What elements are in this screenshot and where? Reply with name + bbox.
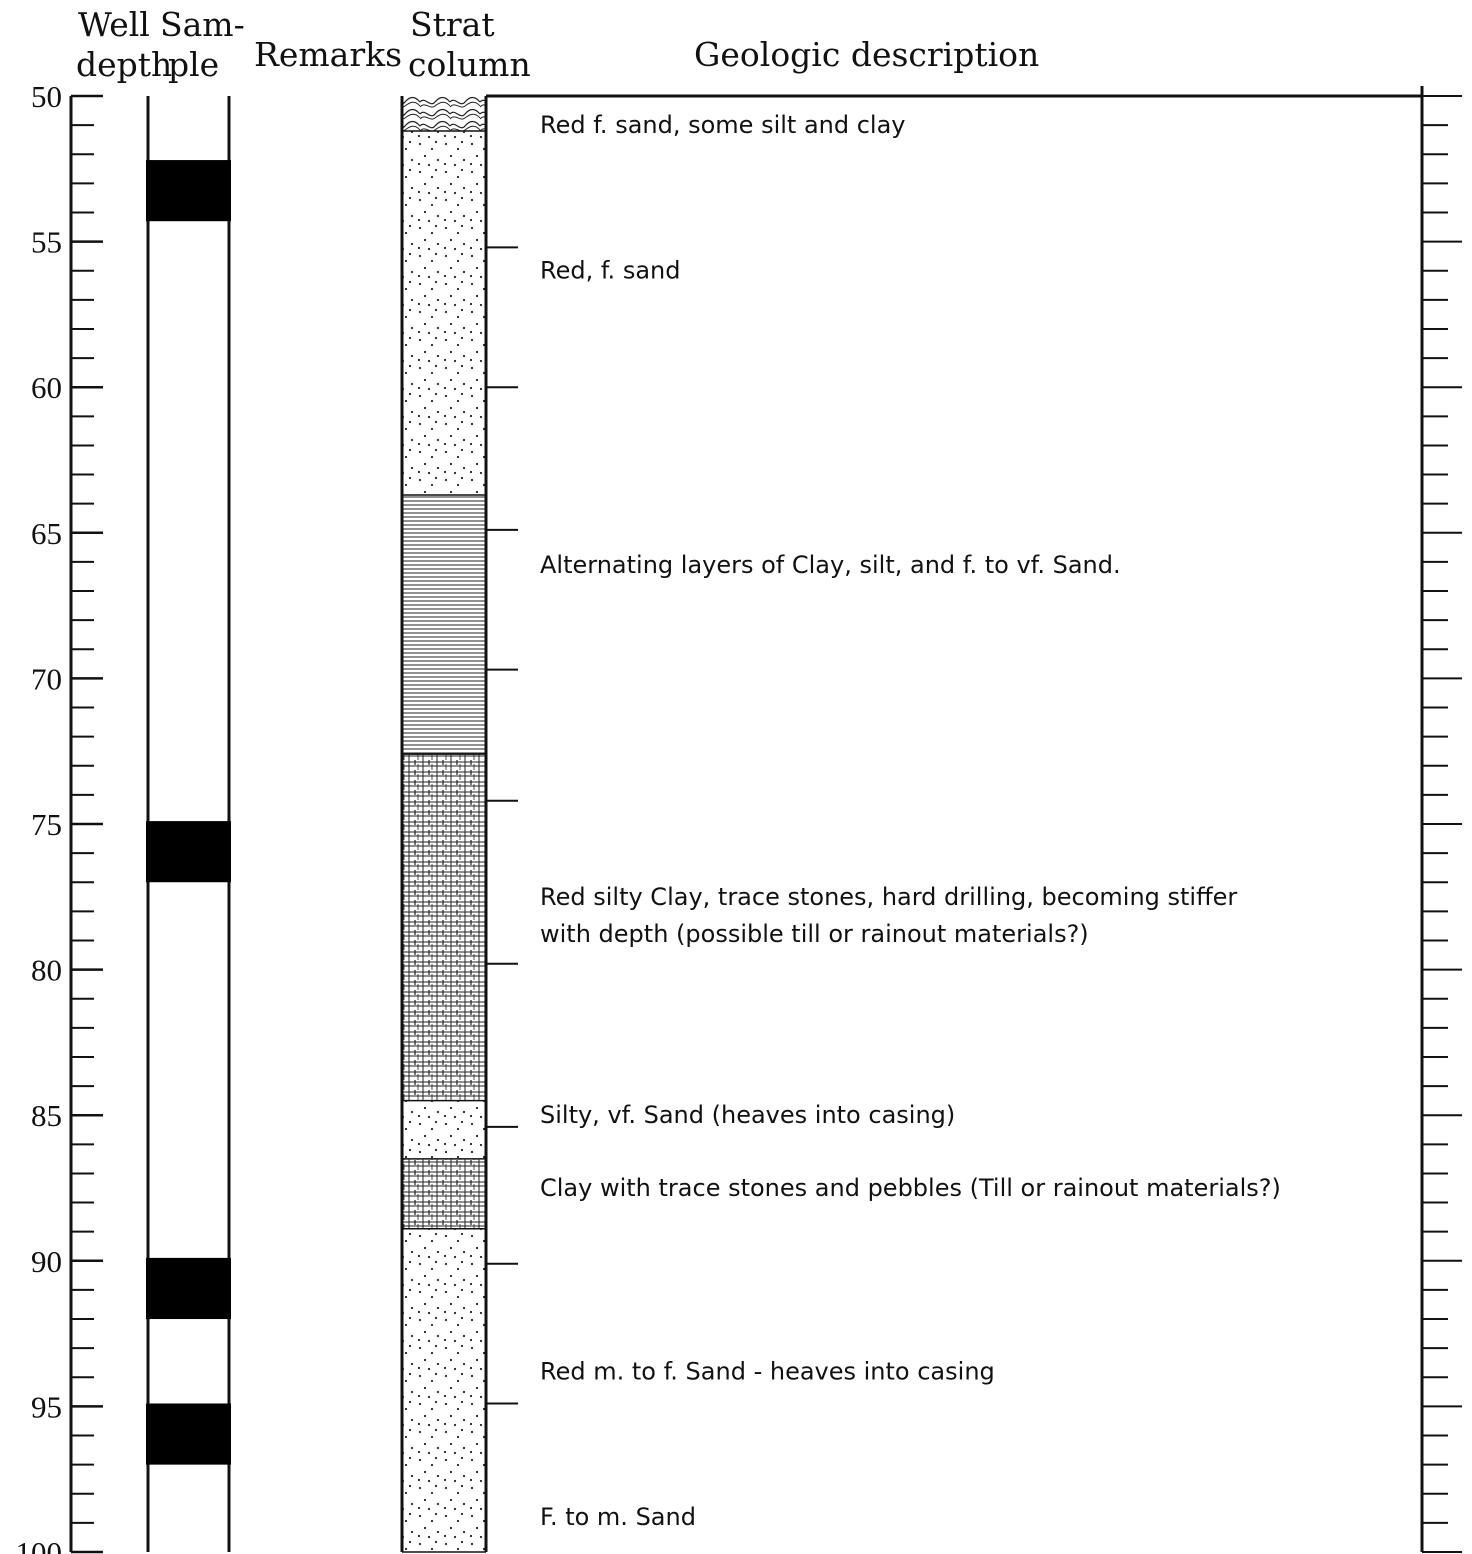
description-line: Alternating layers of Clay, silt, and f.… [540, 551, 1121, 579]
depth-label: 60 [31, 370, 62, 405]
sample-column [146, 96, 231, 1552]
depth-label: 55 [31, 225, 62, 260]
depth-label: 65 [31, 516, 62, 551]
depth-axis: 50 55 60 65 70 75 80 85 90 95 100 [16, 79, 103, 1554]
sample-interval [146, 821, 231, 883]
description-line: Red, f. sand [540, 257, 680, 285]
description-line: Silty, vf. Sand (heaves into casing) [540, 1101, 955, 1129]
depth-label: 100 [16, 1535, 63, 1554]
header-sample-line2: ple [168, 45, 219, 84]
header-depth-line2: depth [76, 45, 172, 84]
strat-layer-contorted [402, 96, 486, 131]
description-line: Red m. to f. Sand - heaves into casing [540, 1357, 995, 1385]
depth-label: 50 [31, 79, 62, 114]
header-strat-line1: Strat [410, 5, 495, 44]
strat-layer-sand [402, 130, 486, 495]
column-headers: Well depth Sam- ple Remarks Strat column… [76, 5, 1039, 84]
header-column-line2: column [408, 45, 531, 84]
sample-interval [146, 160, 231, 222]
depth-label: 85 [31, 1098, 62, 1133]
strat-layer-sand [402, 1100, 486, 1159]
depth-label: 75 [31, 807, 62, 842]
header-remarks: Remarks [254, 35, 402, 74]
description-line: Red silty Clay, trace stones, hard drill… [540, 883, 1237, 911]
header-well-line1: Well [78, 5, 150, 44]
sample-interval [146, 1403, 231, 1465]
strat-column [400, 96, 518, 1553]
strat-layer-silty-clay [402, 1158, 486, 1229]
right-depth-scale [1422, 95, 1462, 1553]
depth-label: 80 [31, 953, 62, 988]
sample-interval [146, 1257, 231, 1320]
depth-label: 95 [31, 1389, 62, 1424]
header-sample-line1: Sam- [160, 5, 245, 44]
description-line: Clay with trace stones and pebbles (Till… [540, 1174, 1281, 1202]
strat-layer-laminated [402, 494, 486, 755]
description-line: Red f. sand, some silt and clay [540, 111, 906, 139]
strat-layer-sand [402, 1228, 486, 1552]
description-panel [486, 86, 1424, 1552]
description-line: F. to m. Sand [540, 1503, 696, 1531]
depth-label: 70 [31, 661, 62, 696]
geologic-descriptions: Red f. sand, some silt and clay Red, f. s… [540, 111, 1281, 1531]
strat-layer-silty-clay [402, 754, 486, 1101]
header-geologic-description: Geologic description [694, 35, 1039, 74]
description-line: with depth (possible till or rainout mat… [540, 920, 1089, 948]
depth-label: 90 [31, 1244, 62, 1279]
